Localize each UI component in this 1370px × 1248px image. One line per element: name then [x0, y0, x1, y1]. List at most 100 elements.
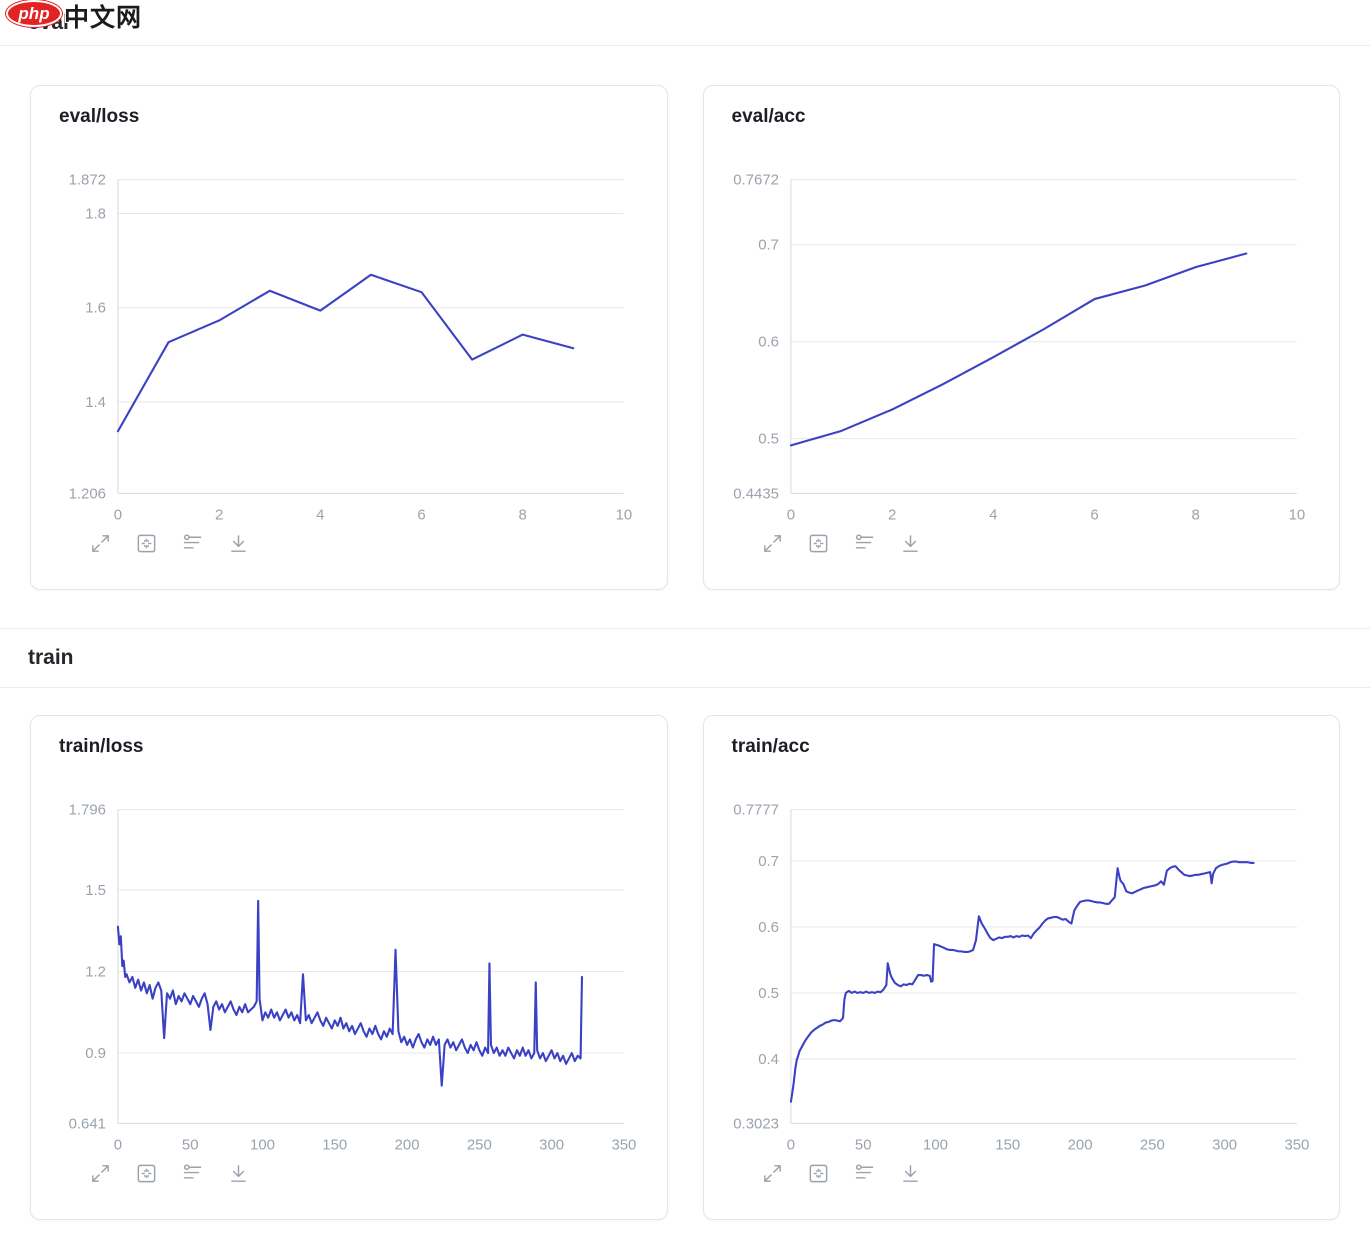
grid-icon [809, 1164, 828, 1182]
y-axis-tick-label: 0.9 [85, 1045, 106, 1062]
x-axis-tick-label: 300 [1212, 1136, 1237, 1153]
y-axis-tick-label: 1.2 [85, 964, 106, 981]
y-axis-tick-label: 0.7 [758, 853, 779, 870]
chart-plot: 1.796 1.5 1.2 0.9 0.641 0 50 100 150 200 250 300 350 [69, 802, 637, 1154]
x-axis-tick-label: 150 [995, 1136, 1020, 1153]
x-axis-tick-label: 4 [316, 506, 324, 523]
chart-title: eval/acc [731, 106, 806, 127]
chart-title: train/loss [59, 736, 144, 757]
x-axis-tick-label: 250 [1139, 1136, 1164, 1153]
x-axis-tick-label: 6 [1090, 506, 1098, 523]
chart-fullscreen-button[interactable] [760, 1160, 786, 1186]
x-axis-tick-label: 8 [519, 506, 527, 523]
grid-icon [809, 534, 828, 552]
x-axis-tick-label: 0 [114, 506, 122, 523]
x-axis-tick-label: 2 [215, 506, 223, 523]
x-axis-tick-label: 4 [989, 506, 997, 523]
x-axis-tick-label: 250 [467, 1136, 492, 1153]
chart-toolbar [87, 530, 251, 556]
y-axis-tick-label: 0.5 [758, 985, 779, 1002]
train-charts-row: train/loss 1.796 1.5 1.2 0.9 0.641 0 50 100 150 20… [0, 715, 1370, 1220]
x-axis-tick-label: 200 [395, 1136, 420, 1153]
chart-settings-button[interactable] [179, 1160, 205, 1186]
section-title-train: train [28, 646, 74, 669]
x-axis-tick-label: 100 [923, 1136, 948, 1153]
download-icon [230, 534, 246, 552]
y-axis-tick-label: 0.4435 [733, 485, 779, 502]
chart-fullscreen-button[interactable] [87, 1160, 113, 1186]
chart-plot: 1.872 1.8 1.6 1.4 1.206 0 2 4 6 8 10 [69, 172, 633, 524]
y-axis-tick-label: 0.5 [758, 431, 779, 448]
y-axis-tick-label: 0.7672 [733, 172, 779, 189]
y-axis-tick-label: 1.6 [85, 300, 106, 317]
fullscreen-icon [764, 534, 781, 552]
y-axis-tick-label: 1.8 [85, 206, 106, 223]
chart-download-button[interactable] [225, 530, 251, 556]
y-axis-tick-label: 0.6 [758, 919, 779, 936]
metric-line-series [789, 252, 1247, 447]
chart-toolbar [760, 1160, 924, 1186]
fullscreen-icon [764, 1164, 781, 1182]
fullscreen-icon [91, 534, 109, 552]
chart-settings-button[interactable] [852, 1160, 878, 1186]
filter-lines-icon [183, 533, 201, 549]
chart-title: eval/loss [59, 106, 140, 127]
chart-title: train/acc [731, 736, 810, 757]
charts-main: eval/loss 1.872 1.8 1.6 1.4 1.206 0 2 4 6 8 10 eval… [0, 85, 1370, 1220]
chart-plot: 0.7777 0.7 0.6 0.5 0.4 0.3023 0 50 100 150 200 250 3… [733, 802, 1309, 1154]
y-axis-tick-label: 0.6 [758, 334, 779, 351]
chart-card-eval-acc: eval/acc 0.7672 0.7 0.6 0.5 0.4435 0 2 4 6 8 10 [702, 85, 1340, 590]
chart-toolbar [87, 1160, 251, 1186]
x-axis-tick-label: 50 [854, 1136, 871, 1153]
x-axis-tick-label: 200 [1067, 1136, 1092, 1153]
x-axis-tick-label: 0 [786, 1136, 794, 1153]
fullscreen-icon [91, 1164, 109, 1182]
chart-fullscreen-button[interactable] [87, 530, 113, 556]
x-axis-tick-label: 0 [114, 1136, 122, 1153]
x-axis-tick-label: 0 [786, 506, 794, 523]
x-axis-tick-label: 8 [1191, 506, 1199, 523]
y-axis-tick-label: 0.4 [758, 1051, 779, 1068]
metric-line-series [116, 899, 584, 1087]
chart-card-eval-loss: eval/loss 1.872 1.8 1.6 1.4 1.206 0 2 4 6 8 10 [30, 85, 668, 590]
chart-card-train-loss: train/loss 1.796 1.5 1.2 0.9 0.641 0 50 100 150 20… [30, 715, 668, 1220]
download-icon [903, 1164, 918, 1182]
metric-line-series [116, 273, 575, 433]
chart-download-button[interactable] [898, 1160, 924, 1186]
chart-grid-view-button[interactable] [806, 1160, 832, 1186]
x-axis-tick-label: 10 [1288, 506, 1305, 523]
eval-charts-row: eval/loss 1.872 1.8 1.6 1.4 1.206 0 2 4 6 8 10 eval… [0, 85, 1370, 590]
x-axis-tick-label: 150 [322, 1136, 347, 1153]
chart-grid-view-button[interactable] [806, 530, 832, 556]
filter-lines-icon [855, 533, 874, 549]
section-header-eval: eval [0, 0, 1370, 46]
grid-icon [137, 1164, 155, 1182]
y-axis-tick-label: 1.206 [69, 485, 106, 502]
y-axis-tick-label: 1.5 [85, 882, 106, 899]
x-axis-tick-label: 10 [616, 506, 633, 523]
y-axis-tick-label: 0.7777 [733, 802, 779, 819]
chart-toolbar [760, 530, 924, 556]
chart-download-button[interactable] [898, 530, 924, 556]
y-axis-tick-label: 0.3023 [733, 1115, 779, 1132]
chart-fullscreen-button[interactable] [760, 530, 786, 556]
chart-card-train-acc: train/acc 0.7777 0.7 0.6 0.5 0.4 0.3023 0 50 100 1… [702, 715, 1340, 1220]
x-axis-tick-label: 350 [1284, 1136, 1309, 1153]
y-axis-tick-label: 1.4 [85, 394, 106, 411]
section-title-eval: eval [28, 10, 69, 34]
x-axis-tick-label: 50 [182, 1136, 199, 1153]
x-axis-tick-label: 350 [611, 1136, 636, 1153]
x-axis-tick-label: 300 [539, 1136, 564, 1153]
filter-lines-icon [183, 1163, 201, 1179]
grid-icon [137, 534, 155, 552]
filter-lines-icon [855, 1163, 874, 1179]
chart-settings-button[interactable] [852, 530, 878, 556]
chart-download-button[interactable] [225, 1160, 251, 1186]
chart-grid-view-button[interactable] [133, 1160, 159, 1186]
y-axis-tick-label: 1.872 [69, 172, 106, 189]
chart-settings-button[interactable] [179, 530, 205, 556]
download-icon [230, 1164, 246, 1182]
x-axis-tick-label: 2 [887, 506, 895, 523]
x-axis-tick-label: 100 [250, 1136, 275, 1153]
chart-grid-view-button[interactable] [133, 530, 159, 556]
